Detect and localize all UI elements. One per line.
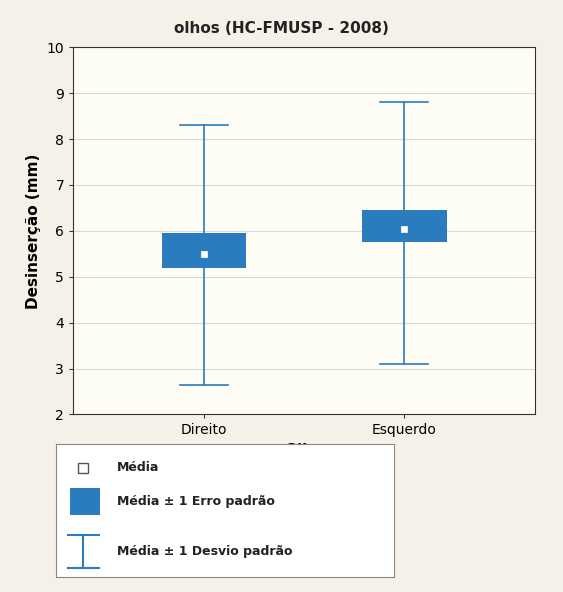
Bar: [70, 488, 100, 514]
X-axis label: Olho: Olho: [284, 443, 324, 458]
Bar: [362, 210, 446, 242]
Text: Média ± 1 Desvio padrão: Média ± 1 Desvio padrão: [117, 545, 293, 558]
Text: olhos (HC-FMUSP - 2008): olhos (HC-FMUSP - 2008): [174, 21, 389, 36]
Bar: [162, 233, 246, 268]
Text: Média: Média: [117, 462, 159, 474]
Text: Média ± 1 Erro padrão: Média ± 1 Erro padrão: [117, 495, 275, 508]
Y-axis label: Desinserção (mm): Desinserção (mm): [26, 153, 41, 308]
